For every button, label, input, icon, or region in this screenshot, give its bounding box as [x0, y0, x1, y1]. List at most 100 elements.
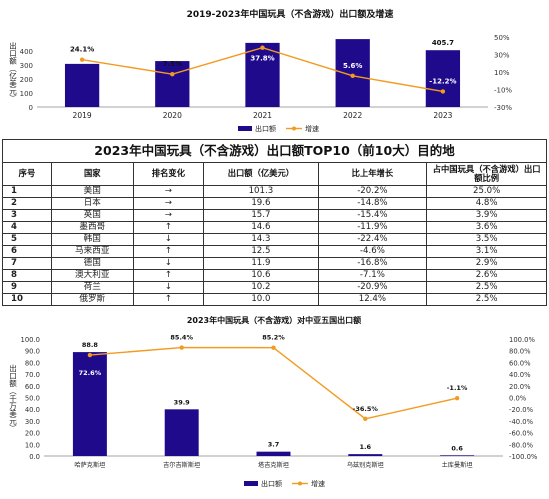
chart-annual-exports: 2019-2023年中国玩具（不含游戏）出口额及增速 出口额（亿美元） 0 100… — [0, 0, 549, 136]
table-row: 4 墨西哥 ↑ 14.6 -11.9% 3.6% — [2, 220, 547, 234]
y-tick-label: 40.0 — [25, 406, 40, 414]
y2-tick-label: -80.0% — [509, 441, 534, 449]
y-tick-label: 10.0 — [25, 441, 40, 449]
growth-point — [260, 45, 265, 50]
chart-central-asia: 2023年中国玩具（不含游戏）对中亚五国出口额 出口额（千万美元） 0.0 10.… — [0, 306, 549, 495]
cell-export: 10.0 — [203, 292, 319, 306]
cell-rank-change: ↓ — [132, 256, 205, 270]
growth-point — [79, 57, 85, 62]
bar-value-label: 0.6 — [451, 444, 463, 452]
cell-export: 10.2 — [203, 280, 319, 294]
y-tick-label: 100.0 — [21, 336, 40, 344]
table-row: 10 俄罗斯 ↑ 10.0 12.4% 2.5% — [2, 292, 547, 306]
cell-export: 10.6 — [203, 268, 319, 282]
growth-point — [363, 416, 368, 422]
bar — [72, 352, 107, 456]
cell-export: 12.5 — [203, 244, 319, 258]
bar — [245, 42, 280, 107]
bar-value-label: 39.9 — [174, 398, 191, 406]
table-row: 8 澳大利亚 ↑ 10.6 -7.1% 2.6% — [2, 268, 547, 282]
x-tick-label: 哈萨克斯坦 — [74, 461, 105, 469]
table-row: 5 韩国 ↓ 14.3 -22.4% 3.5% — [2, 232, 547, 246]
cell-rank-change: → — [132, 208, 205, 222]
y-tick-label: 80.0 — [25, 359, 40, 367]
central-asia-svg: 2023年中国玩具（不含游戏）对中亚五国出口额 出口额（千万美元） 0.0 10.… — [8, 315, 538, 488]
legend-swatch-bar — [238, 126, 252, 131]
cell-country: 荷兰 — [50, 280, 134, 294]
y-tick-label: 300 — [20, 62, 33, 70]
y2-tick-label: -60.0% — [509, 430, 534, 438]
bar-value-label: 1.6 — [360, 443, 372, 451]
y2-tick-label: -30% — [494, 104, 512, 112]
x-tick-label: 2020 — [163, 111, 182, 120]
y-tick-label: 200 — [20, 76, 33, 84]
y-tick-label: 50.0 — [25, 395, 40, 403]
growth-value-label: -1.1% — [447, 384, 468, 392]
cell-share: 4.8% — [426, 196, 547, 210]
x-tick-label: 塔吉克斯坦 — [258, 461, 289, 469]
y-axis-label: 出口额（亿美元） — [8, 41, 17, 102]
cell-share: 3.6% — [426, 220, 547, 234]
growth-point — [350, 73, 355, 79]
cell-growth: -16.8% — [317, 256, 428, 270]
col-header-growth: 比上年增长 — [317, 161, 428, 186]
cell-share: 3.5% — [426, 232, 547, 246]
bar-value-label: 405.7 — [432, 39, 454, 47]
bar — [256, 451, 291, 456]
cell-growth: 12.4% — [317, 292, 428, 306]
y-tick-label: 0 — [29, 104, 33, 112]
cell-share: 2.6% — [426, 268, 547, 282]
x-tick-label: 吉尔吉斯斯坦 — [163, 461, 200, 469]
cell-country: 韩国 — [50, 232, 134, 246]
cell-country: 德国 — [50, 256, 134, 270]
col-header-country: 国家 — [50, 161, 134, 186]
x-tick-label: 2019 — [73, 111, 92, 120]
cell-rank: 6 — [2, 244, 52, 258]
y-tick-label: 100 — [20, 90, 33, 98]
cell-rank: 2 — [2, 196, 52, 210]
growth-value-label: 5.6% — [343, 62, 362, 70]
legend-swatch-dot — [298, 481, 302, 486]
cell-country: 俄罗斯 — [50, 292, 134, 306]
y-tick-label: 60.0 — [25, 383, 40, 391]
table-row: 3 英国 → 15.7 -15.4% 3.9% — [2, 208, 547, 222]
y2-tick-label: -10% — [494, 87, 512, 95]
y-tick-label: 0.0 — [29, 453, 40, 461]
y-tick-label: 90.0 — [25, 348, 40, 356]
cell-rank-change: → — [132, 196, 205, 210]
y2-tick-label: 10% — [494, 69, 510, 77]
cell-share: 25.0% — [426, 184, 547, 198]
cell-country: 墨西哥 — [50, 220, 134, 234]
chart-title: 2019-2023年中国玩具（不含游戏）出口额及增速 — [187, 8, 394, 20]
top10-table-panel: 2023年中国玩具（不含游戏）出口额TOP10（前10大）目的地 序号 国家 排… — [2, 139, 547, 306]
cell-export: 14.6 — [203, 220, 319, 234]
growth-point — [179, 345, 184, 350]
y-tick-label: 30.0 — [25, 418, 40, 426]
y2-tick-label: -100.0% — [509, 453, 538, 461]
cell-growth: -11.9% — [317, 220, 428, 234]
x-tick-label: 土库曼斯坦 — [442, 461, 473, 469]
bar — [348, 454, 383, 456]
bar — [155, 61, 190, 107]
growth-line — [89, 346, 458, 420]
cell-rank: 4 — [2, 220, 52, 234]
table-row: 6 马来西亚 ↑ 12.5 -4.6% 3.1% — [2, 244, 547, 258]
cell-share: 2.5% — [426, 280, 547, 294]
y2-tick-label: -20.0% — [509, 406, 534, 414]
y2-tick-label: 80.0% — [509, 348, 531, 356]
y-tick-label: 20.0 — [25, 430, 40, 438]
table-title: 2023年中国玩具（不含游戏）出口额TOP10（前10大）目的地 — [2, 139, 547, 162]
cell-rank-change: ↑ — [132, 292, 205, 306]
legend-label-bar: 出口额 — [261, 479, 282, 488]
cell-growth: -20.2% — [317, 184, 428, 198]
cell-growth: -22.4% — [317, 232, 428, 246]
legend-swatch-bar — [244, 481, 258, 486]
growth-point — [87, 352, 93, 358]
cell-rank: 3 — [2, 208, 52, 222]
bar-value-label: 3.7 — [268, 441, 280, 449]
growth-point — [454, 395, 460, 401]
cell-share: 3.1% — [426, 244, 547, 258]
chart-title: 2023年中国玩具（不含游戏）对中亚五国出口额 — [187, 315, 361, 325]
growth-point — [271, 345, 276, 350]
cell-growth: -15.4% — [317, 208, 428, 222]
